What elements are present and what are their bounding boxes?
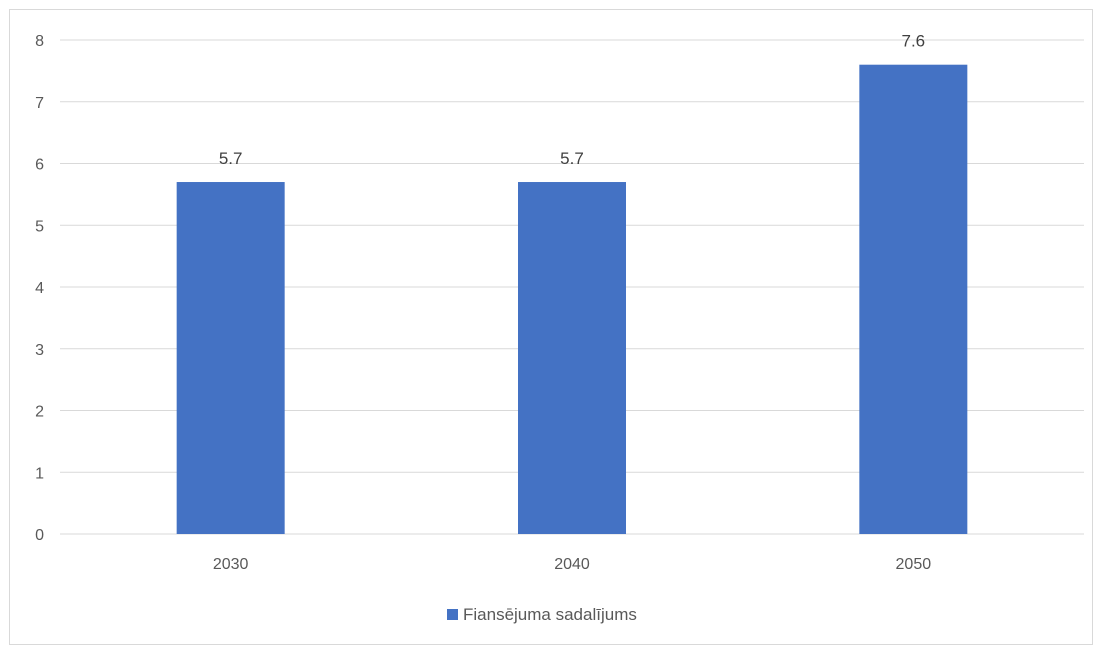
y-tick-label: 1: [35, 465, 44, 482]
y-tick-label: 4: [35, 280, 44, 297]
y-tick-label: 8: [35, 33, 44, 50]
bars: [176, 64, 968, 534]
bar-2030: [176, 182, 285, 534]
y-tick-label: 2: [35, 404, 44, 421]
data-label-2040: 5.7: [560, 149, 584, 168]
data-labels: 5.7 5.7 7.6: [219, 32, 925, 168]
data-label-2050: 7.6: [902, 32, 926, 51]
y-tick-label: 5: [35, 218, 44, 235]
y-tick-label: 7: [35, 95, 44, 112]
legend-label: Fiansējuma sadalījums: [463, 605, 637, 624]
y-tick-label: 0: [35, 527, 44, 544]
x-tick-label-2030: 2030: [213, 556, 249, 573]
bar-2040: [518, 182, 626, 534]
bar-2050: [859, 64, 968, 534]
legend: Fiansējuma sadalījums: [447, 605, 637, 624]
y-tick-label: 6: [35, 157, 44, 174]
y-tick-label: 3: [35, 342, 44, 359]
y-axis-ticks: 0 1 2 3 4 5 6 7 8: [35, 33, 44, 544]
legend-swatch: [447, 609, 458, 620]
x-tick-label-2040: 2040: [554, 556, 590, 573]
data-label-2030: 5.7: [219, 149, 243, 168]
x-axis-ticks: 2030 2040 2050: [213, 556, 931, 573]
x-tick-label-2050: 2050: [896, 556, 932, 573]
